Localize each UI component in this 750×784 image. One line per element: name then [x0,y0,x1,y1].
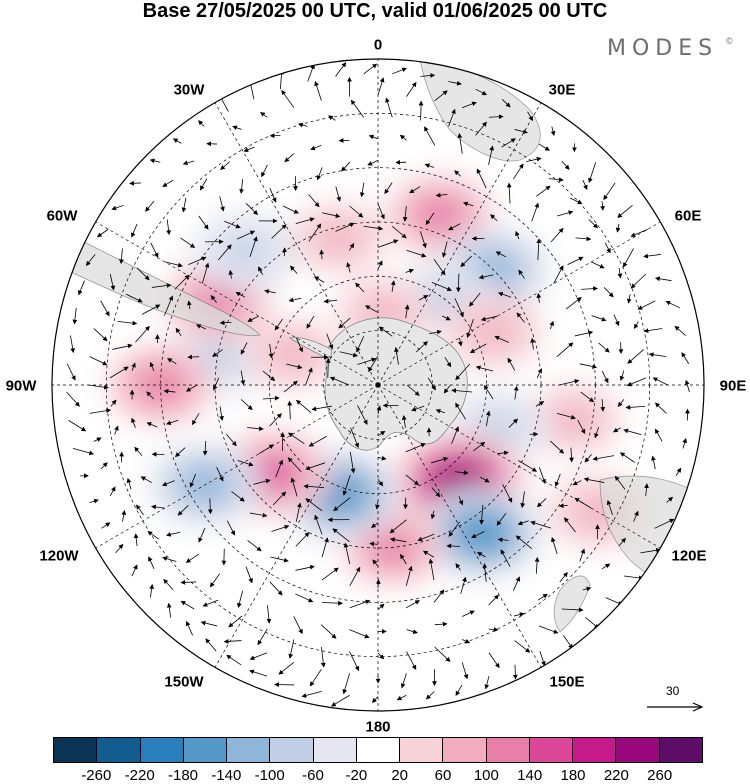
colorbar-tick-label: 260 [647,767,672,784]
colorbar-tick-label: -180 [168,767,198,784]
colorbar-segment [616,738,659,762]
colorbar-segment [184,738,227,762]
lon-label-150w: 150W [164,674,203,691]
positive-anomaly [320,224,358,252]
colorbar-segment [487,738,530,762]
colorbar-segment [400,738,443,762]
lon-label-0: 0 [374,37,382,54]
colorbar-tick-label: 20 [391,767,408,784]
colorbar [53,737,703,763]
colorbar-segment [443,738,486,762]
colorbar-segment [660,738,702,762]
colorbar-tick-label: -140 [211,767,241,784]
colorbar-segment [573,738,616,762]
colorbar-segment [270,738,313,762]
polar-map [0,0,750,735]
wind-reference-label: 30 [666,684,679,698]
colorbar-tick-label: -60 [302,767,324,784]
positive-anomaly [555,405,593,433]
lon-label-180: 180 [365,719,390,736]
colorbar-segment [530,738,573,762]
wind-arrow [421,101,422,120]
colorbar-segment [357,738,400,762]
lon-label-30w: 30W [174,82,205,99]
lon-label-60e: 60E [675,208,702,225]
negative-anomaly [224,236,266,267]
lon-label-90w: 90W [6,378,37,395]
lon-label-120w: 120W [39,548,78,565]
colorbar-tick-label: -260 [81,767,111,784]
lon-label-60w: 60W [47,208,78,225]
colorbar-tick-label: -100 [255,767,285,784]
colorbar-tick-label: 180 [560,767,585,784]
lon-label-120e: 120E [671,548,706,565]
colorbar-tick-label: 60 [435,767,452,784]
wind-arrow [328,359,329,378]
colorbar-segment [97,738,140,762]
lon-label-90e: 90E [720,378,747,395]
lon-label-30e: 30E [549,82,576,99]
colorbar-tick-label: -220 [125,767,155,784]
wind-arrow [130,183,141,184]
colorbar-tick-label: 220 [604,767,629,784]
wind-arrow [270,135,280,136]
arrow-right-icon [645,700,705,714]
colorbar-tick-label: 100 [474,767,499,784]
colorbar-segment [227,738,270,762]
wind-arrow [515,665,516,679]
south-pole-marker [376,383,381,388]
colorbar-tick-label: -20 [345,767,367,784]
colorbar-segment [314,738,357,762]
colorbar-segment [141,738,184,762]
lon-label-150e: 150E [549,674,584,691]
colorbar-segment [54,738,97,762]
colorbar-tick-label: 140 [517,767,542,784]
wind-arrow [447,546,460,547]
